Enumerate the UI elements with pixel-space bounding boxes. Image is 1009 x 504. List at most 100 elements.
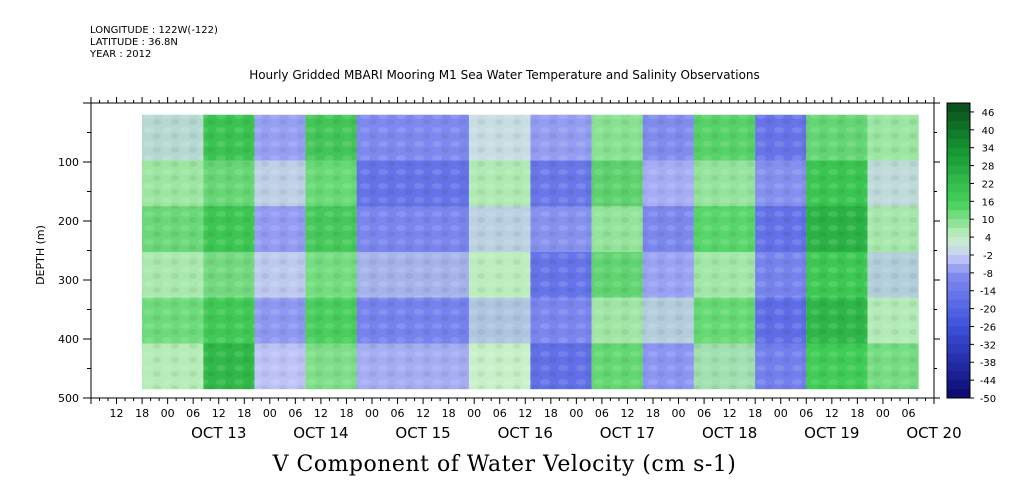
colorbar-swatch [947,299,970,310]
colorbar-swatch [947,281,970,292]
colorbar-label: -14 [980,287,996,298]
x-day-label: OCT 18 [702,424,757,442]
x-tick-label: 12 [825,407,839,420]
x-axis-label: V Component of Water Velocity (cm s-1) [272,452,737,477]
y-tick-label: 500 [58,392,79,405]
x-tick-label: 00 [263,407,277,420]
colorbar-swatch [947,290,970,301]
colorbar-swatch [947,237,970,247]
colorbar-swatch [947,335,970,345]
colorbar-swatch [947,138,970,149]
x-tick-label: 00 [161,407,175,420]
colorbar-label: 4 [985,233,991,244]
x-tick-label: 00 [876,407,890,420]
colorbar-label: -20 [980,305,996,316]
x-day-label: OCT 13 [191,424,246,442]
x-tick-label: 00 [365,407,379,420]
colorbar-swatch [947,317,970,327]
chart-title: Hourly Gridded MBARI Mooring M1 Sea Wate… [249,68,760,82]
x-tick-label: 12 [518,407,532,420]
colorbar-swatch [947,147,970,158]
x-tick-label: 12 [110,407,124,420]
colorbar-label: 16 [982,197,995,208]
x-tick-label: 18 [748,407,762,420]
year-label: YEAR : 2012 [90,49,152,60]
x-tick-label: 06 [186,407,200,420]
x-tick-label: 12 [620,407,634,420]
axes-group: 12 18 00 06 12 18 00 06 12 18 00 06 12 18 00 06 12 18 00 06… [58,97,962,442]
colorbar-swatch [947,192,970,202]
colorbar-label: -44 [980,376,996,387]
colorbar-label: -50 [980,394,996,405]
colorbar-label: 22 [982,179,995,190]
colorbar-label: -32 [980,340,996,351]
x-tick-label: 18 [544,407,558,420]
x-tick-label: 18 [339,407,353,420]
x-day-label: OCT 20 [906,424,961,442]
colorbar-swatch [947,165,970,176]
colorbar-label: 34 [982,144,995,155]
x-tick-label: 06 [901,407,915,420]
colorbar-swatch [947,174,970,184]
colorbar-label: 10 [982,215,995,226]
colorbar-swatch [947,326,970,336]
colorbar-swatch [947,272,970,283]
y-tick-label: 400 [58,333,79,346]
colorbar-swatch [947,308,970,319]
colorbar-swatch [947,371,970,381]
colorbar-swatch [947,210,970,220]
colorbar-label: 28 [982,162,995,173]
colorbar-label: -2 [983,251,993,262]
colorbar-swatch [947,344,970,354]
colorbar-swatch [947,183,970,193]
colorbar-label: -26 [980,322,996,333]
heatmap-texture [142,114,919,390]
x-tick-label: 06 [697,407,711,420]
colorbar-swatch [947,219,970,229]
y-tick-label: 300 [58,274,79,287]
colorbar-swatch [947,129,970,140]
colorbar-swatch [947,111,970,122]
colorbar-label: 46 [982,108,995,119]
y-axis-label: DEPTH (m) [34,225,47,285]
colorbar-swatch [947,380,970,390]
x-day-label: OCT 17 [600,424,655,442]
x-tick-label: 12 [314,407,328,420]
x-tick-label: 18 [237,407,251,420]
colorbar-swatch [947,201,970,211]
x-tick-label: 00 [467,407,481,420]
x-tick-label: 18 [850,407,864,420]
x-tick-label: 00 [569,407,583,420]
x-tick-label: 12 [416,407,430,420]
x-tick-label: 00 [774,407,788,420]
colorbar-swatch [947,120,970,131]
x-tick-label: 06 [595,407,609,420]
colorbar-swatch [947,254,970,265]
x-tick-label: 18 [646,407,660,420]
x-tick-label: 12 [212,407,226,420]
colorbar-label: -8 [983,269,993,280]
x-day-label: OCT 19 [804,424,859,442]
y-tick-label: 200 [58,215,79,228]
x-tick-label: 00 [672,407,686,420]
longitude-label: LONGITUDE : 122W(-122) [90,25,218,36]
x-day-label: OCT 14 [293,424,348,442]
colorbar: 46 40 34 28 22 16 10 4 -2 -8 -14 -20 -26 -32 -38 -44 -50 [946,102,996,405]
latitude-label: LATITUDE : 36.8N [90,37,178,48]
colorbar-label: -38 [980,358,996,369]
colorbar-swatch [947,353,970,363]
colorbar-swatch [947,263,970,274]
colorbar-swatch [947,228,970,238]
x-tick-label: 18 [135,407,149,420]
colorbar-swatch [947,389,970,399]
colorbar-swatch [947,103,970,113]
y-tick-label: 100 [58,156,79,169]
x-tick-label: 06 [391,407,405,420]
colorbar-swatch [947,362,970,372]
x-day-label: OCT 16 [498,424,553,442]
x-day-label: OCT 15 [395,424,450,442]
colorbar-label: 40 [982,126,995,137]
colorbar-frame [946,102,971,399]
colorbar-swatch [947,246,970,256]
